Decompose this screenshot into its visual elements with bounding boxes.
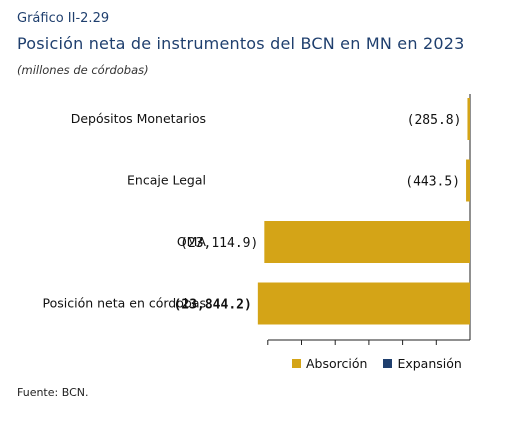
category-label: Depósitos Monetarios: [71, 111, 206, 126]
category-label: OMA: [177, 234, 207, 249]
legend-swatch-expansion: [383, 359, 393, 368]
legend-label-expansion: Expansión: [397, 356, 462, 371]
legend-label-absorcion: Absorción: [306, 356, 368, 371]
chart-label: Gráfico II-2.29: [17, 11, 110, 26]
bar: [264, 221, 470, 263]
bar: [467, 98, 470, 140]
data-label: (443.5): [405, 175, 460, 190]
legend-swatch-absorcion: [292, 359, 301, 368]
bar-chart: Depósitos Monetarios (285.8) Encaje Legal (…: [43, 94, 471, 345]
chart-subtitle: (millones de córdobas): [17, 63, 149, 77]
chart-title: Posición neta de instrumentos del BCN en…: [17, 34, 465, 53]
category-label: Posición neta en córdobas: [43, 296, 206, 311]
data-label: (23,844.2): [174, 298, 252, 313]
legend-item-absorcion: Absorción: [292, 356, 367, 371]
legend-item-expansion: Expansión: [383, 356, 462, 371]
category-label: Encaje Legal: [127, 173, 206, 188]
chart-legend: Absorción Expansión: [292, 356, 478, 371]
data-label: (23,114.9): [180, 236, 258, 251]
bar: [466, 159, 470, 202]
source-note: Fuente: BCN.: [17, 386, 89, 399]
bar: [257, 282, 470, 325]
data-label: (285.8): [407, 113, 462, 128]
